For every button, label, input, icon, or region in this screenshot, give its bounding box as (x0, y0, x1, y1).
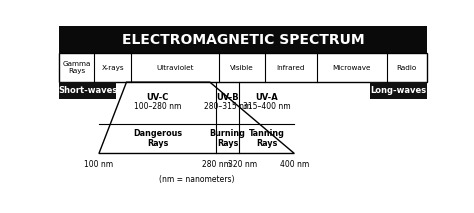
Text: Tanning
Rays: Tanning Rays (249, 129, 284, 148)
Text: UV-A: UV-A (255, 93, 278, 102)
Text: (nm = nanometers): (nm = nanometers) (159, 175, 234, 184)
Bar (59, 53, 427, 82)
Text: Short-waves: Short-waves (58, 86, 118, 95)
Text: Infrared: Infrared (277, 65, 305, 71)
Text: 100–280 nm: 100–280 nm (134, 102, 181, 111)
Text: 320 nm: 320 nm (228, 160, 257, 170)
Text: ELECTROMAGNETIC SPECTRUM: ELECTROMAGNETIC SPECTRUM (122, 33, 364, 46)
Text: Ultraviolet: Ultraviolet (156, 65, 194, 71)
Text: Visible: Visible (230, 65, 254, 71)
Bar (59, 82, 116, 99)
Bar (59, 26, 427, 53)
Text: Long-waves: Long-waves (370, 86, 426, 95)
Text: 280 nm: 280 nm (201, 160, 231, 170)
Text: Gamma
Rays: Gamma Rays (63, 61, 91, 74)
Text: 280–315 nm: 280–315 nm (204, 102, 251, 111)
Text: 315–400 nm: 315–400 nm (243, 102, 291, 111)
Text: Dangerous
Rays: Dangerous Rays (133, 129, 182, 148)
Text: 400 nm: 400 nm (280, 160, 309, 170)
Bar (370, 82, 427, 99)
Text: X-rays: X-rays (101, 65, 124, 71)
Text: Burning
Rays: Burning Rays (210, 129, 246, 148)
Text: Microwave: Microwave (332, 65, 371, 71)
Text: UV-C: UV-C (146, 93, 169, 102)
Text: 100 nm: 100 nm (84, 160, 113, 170)
Text: Radio: Radio (397, 65, 417, 71)
Text: UV-B: UV-B (216, 93, 239, 102)
